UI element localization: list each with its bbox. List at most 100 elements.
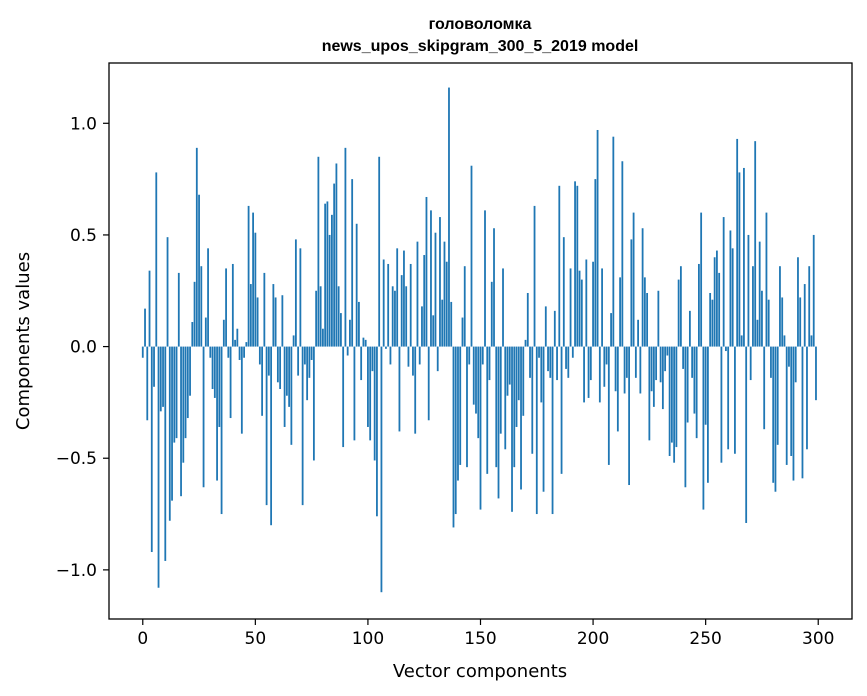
bar-239 — [679, 266, 682, 347]
bar-127 — [427, 346, 430, 421]
bar-199 — [589, 346, 592, 381]
chart-title: головоломка — [429, 16, 532, 33]
x-tick-label: 250 — [689, 629, 721, 649]
bar-46 — [245, 342, 248, 347]
bar-292 — [799, 297, 802, 347]
bar-70 — [299, 248, 302, 347]
bar-247 — [697, 263, 700, 347]
bar-86 — [335, 163, 338, 347]
bar-68 — [294, 239, 297, 347]
bar-248 — [700, 212, 703, 347]
bar-18 — [182, 346, 185, 463]
bar-258 — [722, 217, 725, 347]
bar-110 — [389, 346, 392, 365]
bar-267 — [743, 167, 745, 347]
plot-frame — [108, 62, 853, 620]
bar-135 — [445, 261, 448, 347]
bar-73 — [306, 346, 309, 401]
y-tick-label: 0.5 — [70, 226, 97, 246]
bar-255 — [716, 250, 718, 347]
bar-40 — [231, 263, 234, 347]
bar-64 — [285, 346, 288, 396]
bar-83 — [328, 234, 331, 347]
bar-190 — [569, 268, 572, 347]
bar-140 — [457, 346, 459, 481]
bar-264 — [736, 138, 739, 347]
bar-41 — [234, 339, 236, 347]
bar-256 — [718, 272, 721, 347]
bar-284 — [781, 297, 784, 347]
bar-215 — [625, 346, 628, 378]
bar-240 — [682, 346, 685, 369]
bar-154 — [488, 346, 491, 381]
bar-165 — [513, 346, 516, 468]
bar-16 — [177, 272, 180, 347]
bar-12 — [168, 346, 171, 521]
y-tick-label: −1.0 — [56, 561, 97, 581]
bar-101 — [369, 346, 372, 441]
bar-257 — [720, 346, 723, 463]
bar-196 — [583, 346, 585, 403]
bar-151 — [481, 346, 484, 365]
bar-172 — [529, 346, 531, 378]
bar-57 — [270, 346, 273, 526]
bar-9 — [162, 346, 164, 407]
bar-201 — [594, 179, 597, 347]
bar-270 — [749, 346, 752, 381]
bar-265 — [738, 172, 741, 347]
bar-60 — [276, 346, 279, 383]
bar-82 — [326, 201, 329, 347]
bar-272 — [754, 141, 757, 347]
bar-106 — [380, 346, 383, 593]
bar-50 — [254, 232, 257, 347]
bar-269 — [747, 234, 750, 347]
y-tick-label: 0.0 — [70, 338, 97, 358]
bar-94 — [353, 346, 356, 441]
bar-192 — [574, 181, 576, 347]
bar-102 — [371, 346, 374, 372]
bar-56 — [267, 346, 270, 376]
bar-262 — [731, 248, 734, 347]
bar-30 — [209, 346, 212, 358]
bar-147 — [472, 346, 475, 405]
y-axis-label: Components values — [13, 252, 34, 430]
bar-224 — [646, 292, 649, 347]
bar-105 — [378, 156, 381, 347]
bar-87 — [337, 286, 340, 347]
bar-69 — [297, 346, 300, 376]
bar-276 — [763, 346, 766, 430]
bar-233 — [666, 346, 669, 356]
bar-160 — [502, 268, 504, 347]
bar-126 — [425, 196, 428, 347]
bar-241 — [684, 346, 687, 488]
bar-249 — [702, 346, 705, 510]
bar-252 — [709, 292, 712, 347]
bar-108 — [385, 346, 387, 349]
bar-42 — [236, 328, 239, 347]
bar-80 — [321, 328, 324, 347]
bar-297 — [810, 335, 813, 347]
bar-139 — [454, 346, 457, 515]
bar-15 — [175, 346, 178, 439]
bar-98 — [362, 337, 365, 347]
bar-266 — [740, 335, 743, 347]
bar-1 — [144, 308, 146, 347]
bar-202 — [596, 129, 599, 347]
bar-186 — [560, 346, 563, 474]
bar-225 — [648, 346, 651, 441]
bar-283 — [779, 266, 781, 347]
bar-214 — [623, 346, 626, 394]
bar-250 — [704, 346, 707, 425]
bar-8 — [159, 346, 162, 412]
bar-26 — [200, 266, 203, 347]
bar-48 — [249, 284, 252, 347]
bar-133 — [441, 299, 444, 347]
bar-5 — [153, 346, 155, 387]
bar-189 — [567, 346, 570, 378]
bar-187 — [562, 237, 565, 347]
bar-72 — [303, 346, 306, 365]
bar-220 — [637, 319, 640, 347]
bar-152 — [484, 210, 486, 347]
bar-219 — [634, 346, 637, 378]
bar-92 — [349, 319, 351, 347]
